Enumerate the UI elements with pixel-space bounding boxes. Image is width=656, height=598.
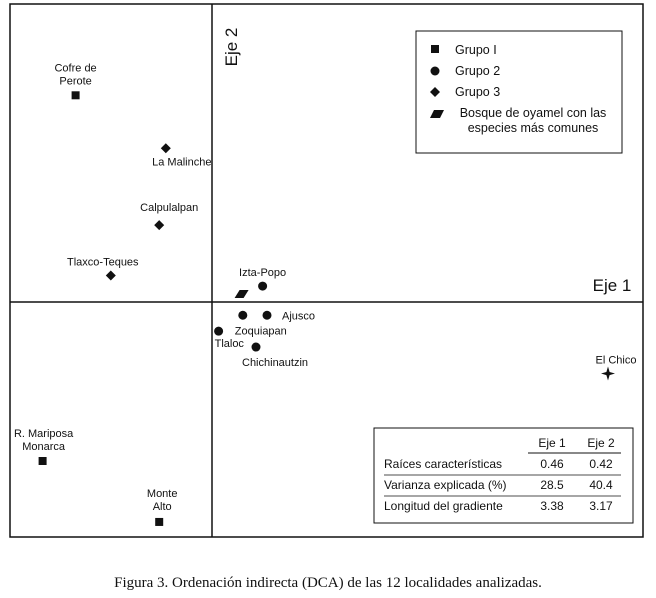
point-label: Calpulalpan [140,202,198,214]
stats-table: Eje 1 Eje 2 Raíces características 0.46 … [373,427,634,524]
stats-table-box [373,427,634,524]
stats-row-eje1: 3.38 [540,499,564,513]
stats-row-label: Longitud del gradiente [384,499,503,513]
point-marker-square [155,517,164,526]
stats-row-label: Varianza explicada (%) [384,478,507,492]
legend-grupo1-square-icon [431,45,439,53]
point-label: Tlaloc [215,338,245,350]
point-label: Chichinautzin [242,357,308,369]
point-marker-diamond [160,143,171,154]
legend-grupo1-label: Grupo I [455,43,497,57]
point-label: Tlaxco-Teques [67,257,139,269]
legend-bosque-label-line1: Bosque de oyamel con las [460,106,607,120]
point-label: Alto [153,501,172,513]
stats-header-eje2: Eje 2 [587,436,615,450]
point-marker-parallelogram [234,290,249,299]
stats-header-eje1: Eje 1 [538,436,566,450]
point-marker-circle [258,281,268,291]
point-marker-diamond [154,220,165,231]
point-label: Cofre de [54,62,96,74]
figure-caption: Figura 3. Ordenación indirecta (DCA) de … [114,575,542,591]
legend-bosque-label-line2: especies más comunes [468,121,599,135]
point-marker-square [71,91,80,100]
point-label: R. Mariposa [14,428,74,440]
point-marker-circle [262,310,272,320]
point-label: Zoquiapan [235,325,287,337]
point-label: El Chico [596,355,637,367]
legend-grupo3-diamond-icon [430,87,440,97]
stats-row-eje2: 40.4 [589,478,613,492]
legend: Grupo I Grupo 2 Grupo 3 Bosque de oyamel… [415,30,623,154]
axis-eje2-label: Eje 2 [222,28,241,67]
point-marker-diamond [105,270,116,281]
point-label: La Malinche [152,156,211,168]
legend-grupo2-label: Grupo 2 [455,64,500,78]
stats-row-eje2: 0.42 [589,457,613,471]
point-label: Ajusco [282,310,315,322]
legend-bosque-parallelogram-icon [430,110,444,118]
stats-row-label: Raíces características [384,457,502,471]
point-label: Izta-Popo [239,267,286,279]
point-label: Monte [147,488,178,500]
point-marker-circle [251,342,261,352]
legend-grupo3-label: Grupo 3 [455,85,500,99]
stats-row-eje2: 3.17 [589,499,613,513]
point-marker-star4-icon [601,366,615,381]
axis-eje1-label: Eje 1 [593,276,632,295]
dca-ordination-chart: Eje 1 Eje 2 Grupo I Grupo 2 Grupo 3 Bosq… [9,3,644,538]
point-label: Monarca [22,441,66,453]
point-marker-circle [214,326,224,336]
point-label: Perote [59,75,91,87]
point-marker-square [38,457,47,465]
legend-grupo2-circle-icon [430,66,440,76]
stats-row-eje1: 0.46 [540,457,564,471]
plot-frame [9,3,644,538]
legend-box [415,30,623,154]
stats-row-eje1: 28.5 [540,478,564,492]
point-marker-circle [238,310,248,320]
